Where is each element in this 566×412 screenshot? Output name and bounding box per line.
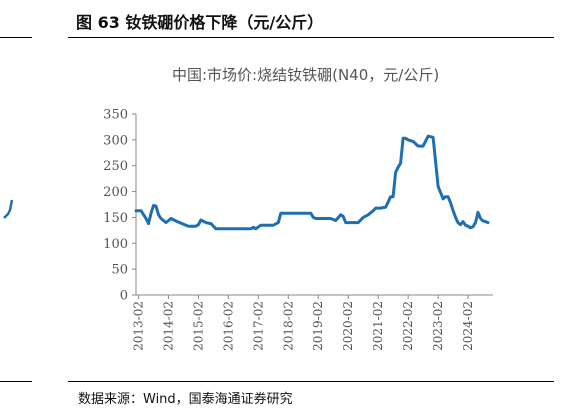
x-tick-label: 2021-02 <box>371 301 385 351</box>
x-tick-label: 2016-02 <box>221 301 235 351</box>
y-tick-label: 250 <box>103 159 128 174</box>
y-tick-label: 100 <box>103 237 128 252</box>
x-tick-label: 2023-02 <box>431 301 445 351</box>
line-chart: 0 50 100 150 200 250 300 350 2013-02 2014-02 2015-… <box>103 108 493 351</box>
data-source: 数据来源：Wind，国泰海通证券研究 <box>78 392 293 407</box>
y-tick-label: 50 <box>111 263 128 278</box>
x-tick-label: 2020-02 <box>341 301 355 351</box>
x-tick-label: 2014-02 <box>161 301 175 351</box>
x-tick-label: 2015-02 <box>191 301 205 351</box>
chart-title: 中国:市场价:烧结钕铁硼(N40，元/公斤) <box>172 66 440 84</box>
figure-title: 图 63 钕铁硼价格下降（元/公斤） <box>76 13 324 32</box>
y-tick-label: 350 <box>103 108 128 123</box>
x-tick-label: 2018-02 <box>281 301 295 351</box>
y-tick-label: 200 <box>103 185 128 200</box>
y-tick-label: 300 <box>103 133 128 148</box>
series-line <box>134 134 490 231</box>
x-tick-label: 2022-02 <box>401 301 415 351</box>
bottom-rule <box>68 381 554 382</box>
y-tick-label: 0 <box>120 289 128 304</box>
left-panel-bottom-rule <box>0 381 32 382</box>
left-panel-rule <box>0 37 32 38</box>
y-tick-label: 150 <box>103 211 128 226</box>
x-tick-label: 2019-02 <box>311 301 325 351</box>
x-tick-label: 2013-02 <box>131 301 145 351</box>
x-tick-label: 2017-02 <box>251 301 265 351</box>
x-tick-label: 2024-02 <box>461 301 475 351</box>
top-rule <box>68 37 554 38</box>
neighbor-chart-fragment <box>3 199 14 219</box>
